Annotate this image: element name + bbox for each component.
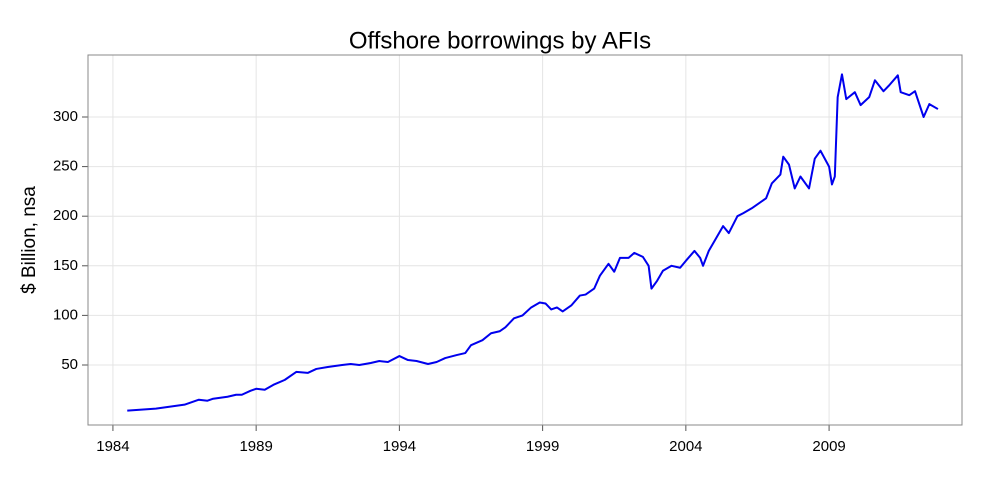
y-tick-label: 300 <box>53 108 78 125</box>
y-tick-label: 150 <box>53 257 78 274</box>
x-tick-label: 1984 <box>96 438 129 455</box>
chart-title: Offshore borrowings by AFIs <box>349 27 651 54</box>
y-axis-label: $ Billion, nsa <box>19 186 40 294</box>
y-tick-label: 50 <box>61 356 78 373</box>
plot-frame <box>87 54 963 426</box>
x-tick-label: 1999 <box>526 438 559 455</box>
x-tick-label: 1989 <box>239 438 272 455</box>
x-tick-label: 2004 <box>669 438 702 455</box>
data-line <box>127 73 939 412</box>
y-tick-label: 100 <box>53 306 78 323</box>
y-tick-label: 200 <box>53 207 78 224</box>
x-tick-label: 2009 <box>812 438 845 455</box>
y-tick-label: 250 <box>53 158 78 175</box>
x-tick-label: 1994 <box>383 438 416 455</box>
